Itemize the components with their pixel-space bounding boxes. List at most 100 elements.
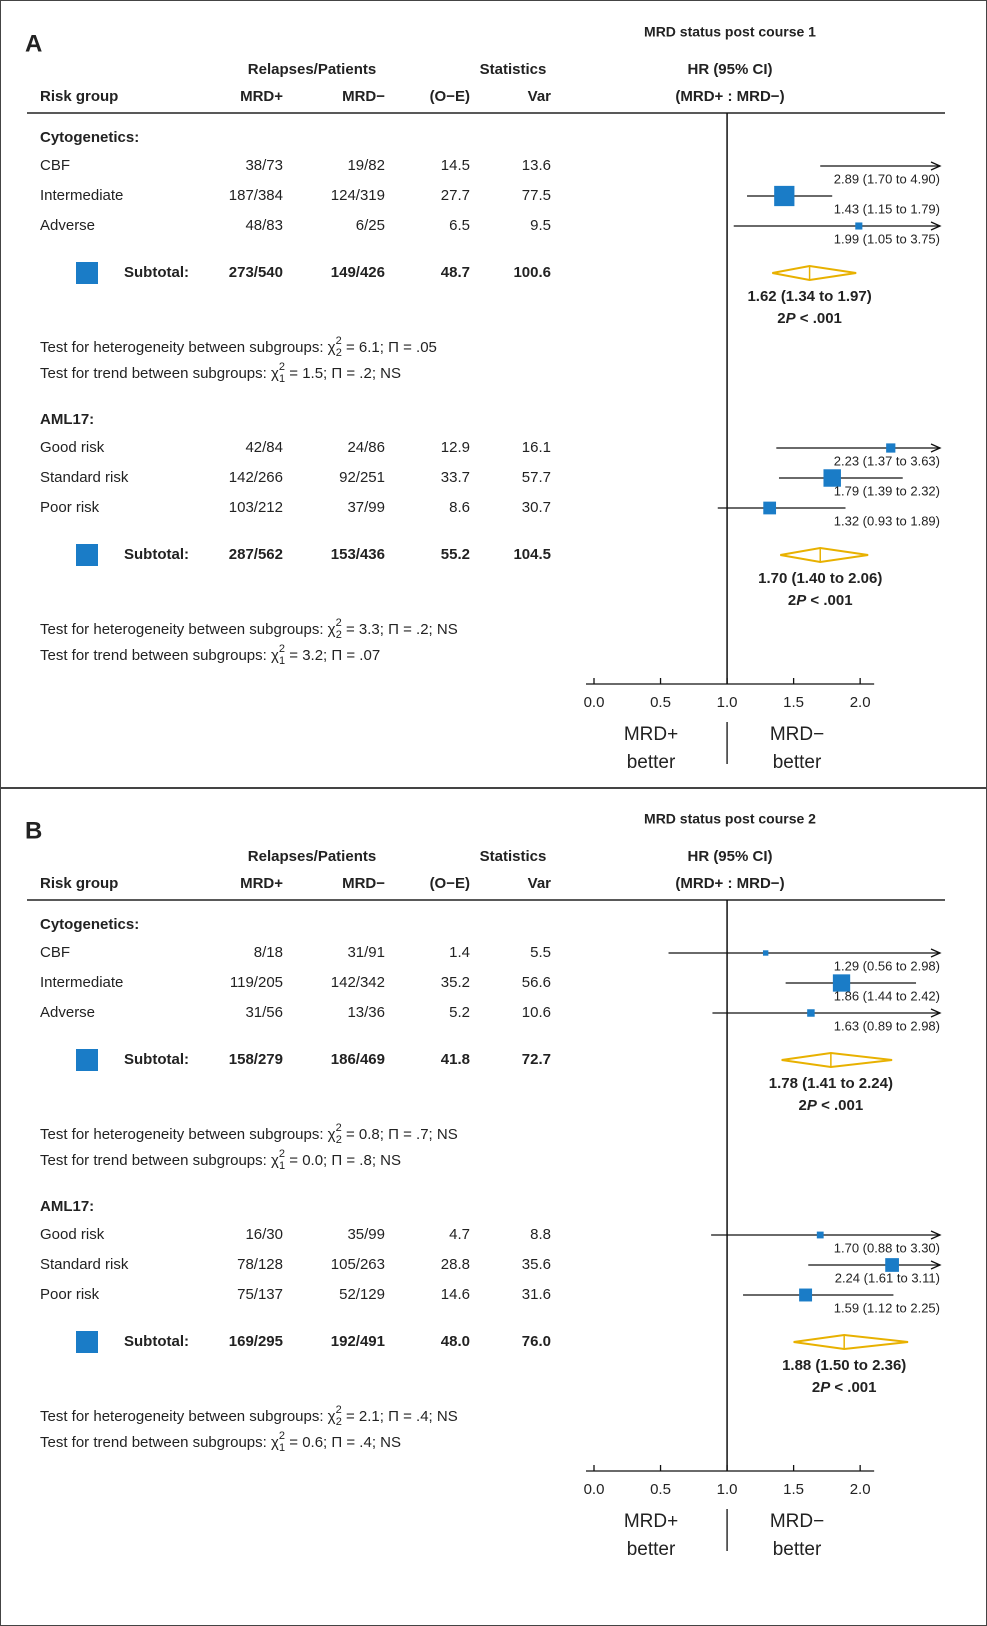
- row-label: Adverse: [40, 1004, 95, 1021]
- subtotal-diamond: [780, 546, 869, 564]
- hr-label: 1.70 (0.88 to 3.30): [834, 1240, 940, 1255]
- x-tick-label: 1.5: [783, 694, 804, 711]
- column-header: (O−E): [430, 875, 470, 892]
- cell: 6/25: [356, 217, 385, 234]
- column-header: MRD−: [342, 88, 385, 105]
- x-tick-label: 0.5: [650, 694, 671, 711]
- favors-label: MRD−: [770, 724, 824, 745]
- cell: 186/469: [331, 1051, 385, 1068]
- test-part: Test for heterogeneity between subgroups…: [40, 621, 336, 638]
- cell: 287/562: [229, 546, 283, 563]
- cell: 273/540: [229, 264, 283, 281]
- cell: 142/266: [229, 469, 283, 486]
- ci-arrow: [930, 1260, 942, 1270]
- test-text: Test for heterogeneity between subgroups…: [40, 335, 437, 359]
- test-sub: 2: [336, 1134, 342, 1146]
- x-tick-label: 0.0: [584, 694, 605, 711]
- cell: 16.1: [522, 439, 551, 456]
- cell: 48.0: [441, 1333, 470, 1350]
- test-part: = 0.0; Π = .8; NS: [285, 1152, 401, 1169]
- test-sub: 1: [279, 373, 285, 385]
- row-label: Poor risk: [40, 499, 100, 516]
- test-part: Test for trend between subgroups: χ: [40, 1152, 279, 1169]
- hr-label: 1.86 (1.44 to 2.42): [834, 988, 940, 1003]
- column-header: Risk group: [40, 875, 118, 892]
- subtotal-hr-label: 1.70 (1.40 to 2.06): [758, 570, 882, 587]
- favors-label: better: [627, 752, 676, 773]
- row-label: Poor risk: [40, 1286, 100, 1303]
- row-label: Good risk: [40, 1226, 105, 1243]
- test-text: Test for trend between subgroups: χ2 1 = …: [40, 1148, 401, 1172]
- cell: 48/83: [245, 217, 283, 234]
- cell: 187/384: [229, 187, 283, 204]
- cell: 119/205: [230, 974, 283, 991]
- panel: A MRD status post course 1 Relapses/Patien…: [25, 24, 945, 773]
- test-part: Test for heterogeneity between subgroups…: [40, 1408, 336, 1425]
- row-label: CBF: [40, 944, 70, 961]
- cell: 31.6: [522, 1286, 551, 1303]
- test-sub: 2: [336, 347, 342, 359]
- hr-square: [774, 185, 795, 207]
- subtotal-hr-label: 1.62 (1.34 to 1.97): [747, 288, 871, 305]
- panel-title: MRD status post course 1: [644, 24, 816, 40]
- test-sup: 2: [336, 1122, 342, 1134]
- p-value: 2P < .001: [799, 1097, 864, 1114]
- subtotal-marker: [76, 1331, 98, 1353]
- cell: 16/30: [245, 1226, 283, 1243]
- cell: 9.5: [530, 217, 551, 234]
- p-value: 2P < .001: [777, 310, 842, 327]
- test-text: Test for trend between subgroups: χ2 1 = …: [40, 1430, 401, 1454]
- cell: 56.6: [522, 974, 551, 991]
- row-label: Intermediate: [40, 187, 123, 204]
- favors-label: MRD−: [770, 1511, 824, 1532]
- cell: 72.7: [522, 1051, 551, 1068]
- p-part: < .001: [796, 310, 842, 327]
- hr-square: [855, 222, 863, 230]
- cell: 48.7: [441, 264, 470, 281]
- cell: 192/491: [331, 1333, 385, 1350]
- test-sup: 2: [279, 643, 285, 655]
- test-text: Test for trend between subgroups: χ2 1 = …: [40, 643, 380, 667]
- test-text: Test for heterogeneity between subgroups…: [40, 617, 458, 641]
- cell: 55.2: [441, 546, 470, 563]
- cell: 8.8: [530, 1226, 551, 1243]
- favors-label: MRD+: [624, 724, 678, 745]
- cell: 6.5: [449, 217, 470, 234]
- cell: 31/91: [347, 944, 385, 961]
- row-label: Standard risk: [40, 1256, 129, 1273]
- panel-title: MRD status post course 2: [644, 811, 816, 827]
- cell: 42/84: [245, 439, 283, 456]
- subtotal-marker: [76, 262, 98, 284]
- cell: 35.6: [522, 1256, 551, 1273]
- cell: 75/137: [237, 1286, 283, 1303]
- hr-label: 1.32 (0.93 to 1.89): [834, 513, 940, 528]
- p-part: 2: [799, 1097, 807, 1114]
- cell: 1.4: [449, 944, 470, 961]
- p-part: < .001: [817, 1097, 863, 1114]
- subtotal-diamond: [781, 1051, 893, 1069]
- p-value: 2P < .001: [812, 1379, 877, 1396]
- test-part: = 0.6; Π = .4; NS: [285, 1434, 401, 1451]
- cell: 33.7: [441, 469, 470, 486]
- cell: 12.9: [441, 439, 470, 456]
- column-header: Statistics: [480, 848, 547, 865]
- cell: 142/342: [331, 974, 385, 991]
- hr-square: [823, 469, 841, 487]
- hr-label: 2.23 (1.37 to 3.63): [834, 453, 940, 468]
- test-part: Test for trend between subgroups: χ: [40, 365, 279, 382]
- cell: 35/99: [347, 1226, 385, 1243]
- subtotal-diamond: [793, 1333, 909, 1351]
- group-name: Cytogenetics:: [40, 129, 139, 146]
- subtotal-label: Subtotal:: [124, 1051, 189, 1068]
- column-header: Var: [528, 875, 552, 892]
- cell: 27.7: [441, 187, 470, 204]
- p-part: 2: [777, 310, 785, 327]
- test-part: Test for trend between subgroups: χ: [40, 647, 279, 664]
- row-label: Good risk: [40, 439, 105, 456]
- column-header: Statistics: [480, 61, 547, 78]
- hr-square: [762, 950, 769, 956]
- cell: 77.5: [522, 187, 551, 204]
- subtotal-diamond: [772, 264, 857, 282]
- test-part: = 2.1; Π = .4; NS: [342, 1408, 458, 1425]
- cell: 19/82: [347, 157, 385, 174]
